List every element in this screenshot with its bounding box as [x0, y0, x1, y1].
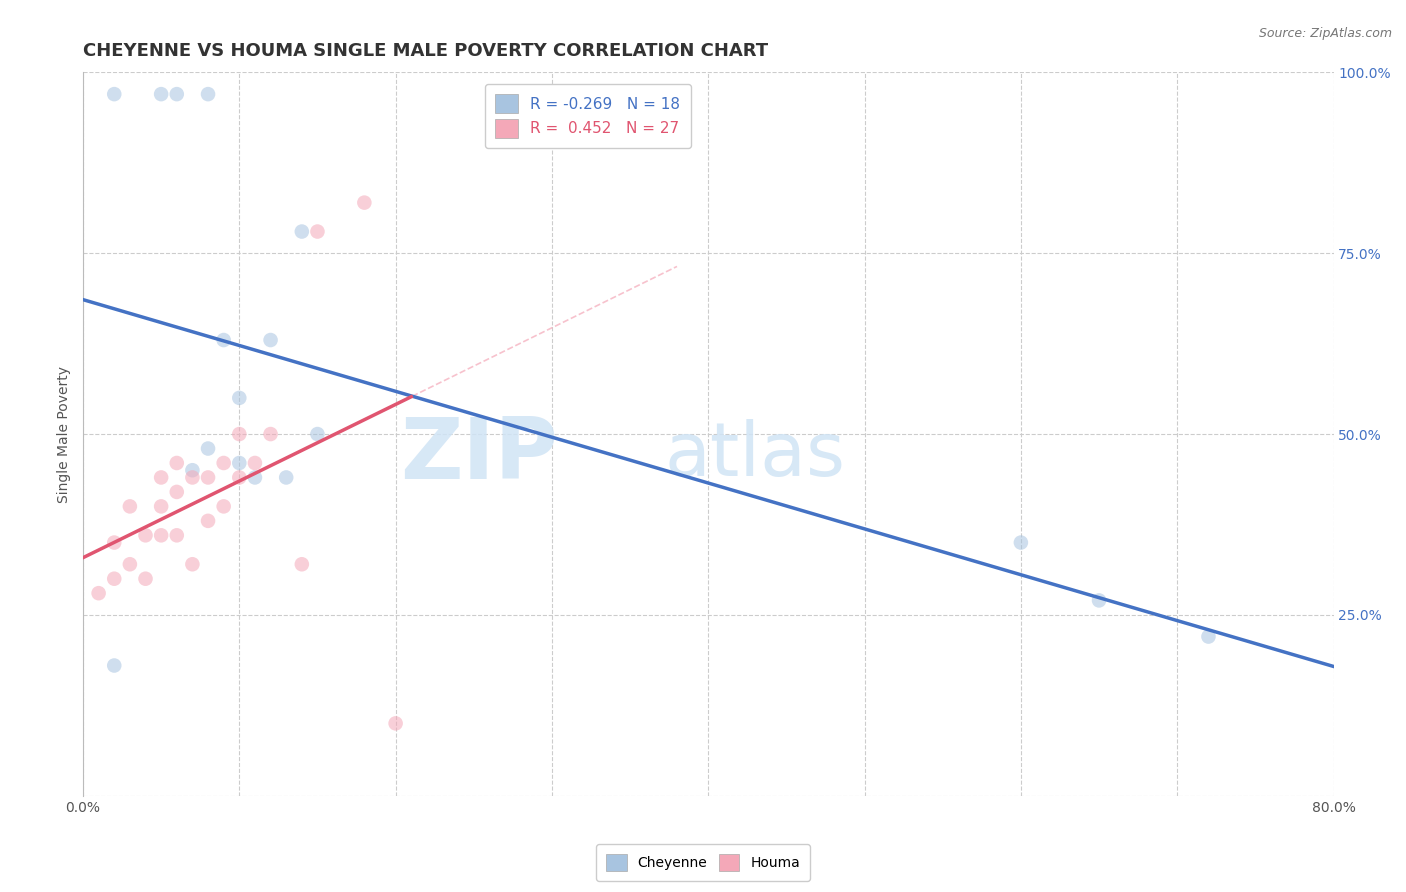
Point [291, 558, 314, 572]
Point [181, 470, 204, 484]
Point [150, 87, 173, 102]
Point [197, 514, 219, 528]
Point [118, 500, 141, 514]
Y-axis label: Single Male Poverty: Single Male Poverty [58, 366, 72, 502]
Point [103, 535, 125, 549]
Point [228, 456, 250, 470]
Point [212, 333, 235, 347]
Point [197, 442, 219, 456]
Text: ZIP: ZIP [401, 414, 558, 497]
Point [166, 456, 188, 470]
Point [134, 572, 156, 586]
Point [103, 87, 125, 102]
Point [353, 195, 375, 210]
Point [307, 427, 329, 442]
Point [259, 427, 281, 442]
Point [212, 456, 235, 470]
Point [197, 87, 219, 102]
Text: atlas: atlas [665, 419, 846, 492]
Point [212, 500, 235, 514]
Legend: Cheyenne, Houma: Cheyenne, Houma [596, 844, 810, 880]
Text: Source: ZipAtlas.com: Source: ZipAtlas.com [1258, 27, 1392, 40]
Point [276, 470, 298, 484]
Point [181, 558, 204, 572]
Point [166, 528, 188, 542]
Point [307, 225, 329, 239]
Point [166, 87, 188, 102]
Text: CHEYENNE VS HOUMA SINGLE MALE POVERTY CORRELATION CHART: CHEYENNE VS HOUMA SINGLE MALE POVERTY CO… [83, 42, 768, 60]
Point [118, 558, 141, 572]
Point [103, 572, 125, 586]
Legend: R = -0.269   N = 18, R =  0.452   N = 27: R = -0.269 N = 18, R = 0.452 N = 27 [485, 84, 692, 148]
Point [228, 391, 250, 405]
Point [291, 225, 314, 239]
Point [1198, 630, 1220, 644]
Point [150, 470, 173, 484]
Point [197, 470, 219, 484]
Point [228, 470, 250, 484]
Point [1088, 593, 1111, 607]
Point [134, 528, 156, 542]
Point [384, 716, 406, 731]
Point [1010, 535, 1032, 549]
Point [166, 484, 188, 499]
Point [243, 456, 266, 470]
Point [103, 658, 125, 673]
Point [259, 333, 281, 347]
Point [228, 427, 250, 442]
Point [243, 470, 266, 484]
Point [87, 586, 110, 600]
Point [150, 528, 173, 542]
Point [181, 463, 204, 477]
Point [150, 500, 173, 514]
